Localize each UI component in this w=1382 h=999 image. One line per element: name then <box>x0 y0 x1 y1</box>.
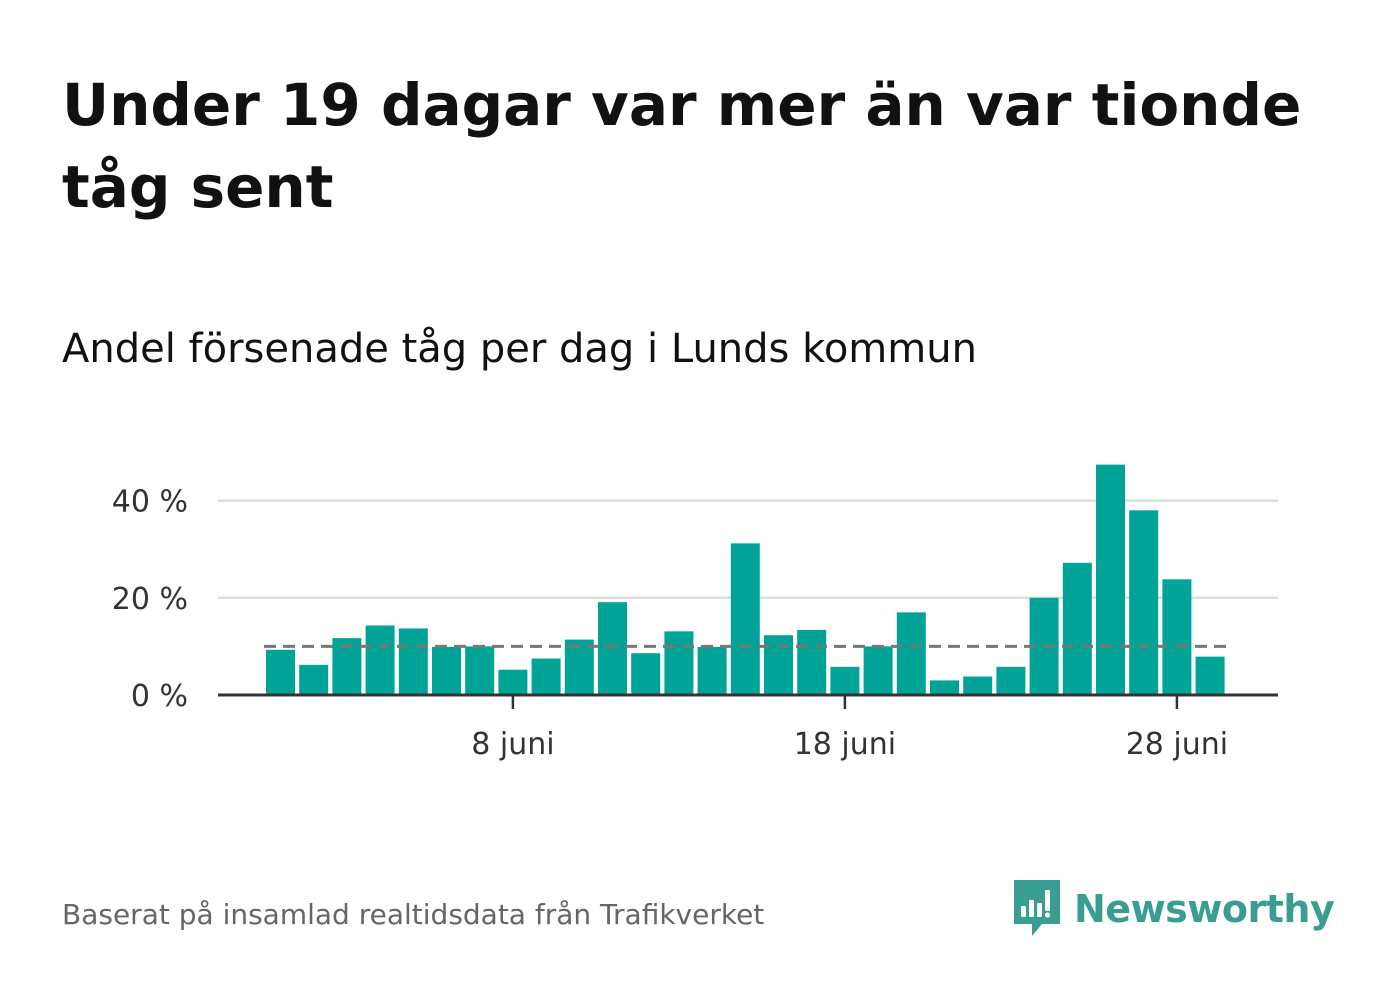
axes: 0 % 20 % 40 % 8 juni 18 juni 28 juni <box>112 485 1278 762</box>
x-tick-label: 18 juni <box>794 727 896 762</box>
bar <box>764 635 793 695</box>
bar <box>299 664 329 695</box>
bar <box>498 669 528 695</box>
bar <box>830 666 860 695</box>
bar <box>1062 562 1092 695</box>
source-note: Baserat på insamlad realtidsdata från Tr… <box>62 898 765 931</box>
bar <box>963 676 993 695</box>
bar <box>896 612 926 695</box>
bar <box>1195 656 1225 695</box>
bar <box>1129 510 1159 695</box>
bar <box>564 639 594 695</box>
bar <box>930 680 959 695</box>
y-tick-label: 40 % <box>112 485 188 520</box>
bar <box>598 602 627 695</box>
bar <box>664 631 694 695</box>
bar <box>1162 579 1192 695</box>
bar <box>996 666 1026 695</box>
chart-subtitle: Andel försenade tåg per dag i Lunds komm… <box>62 326 977 372</box>
bar <box>465 646 495 695</box>
x-tick-label: 8 juni <box>471 727 554 762</box>
bar <box>697 646 727 695</box>
brand-name: Newsworthy <box>1074 887 1335 931</box>
bar <box>432 646 461 695</box>
y-tick-label: 0 % <box>131 679 188 714</box>
bar <box>365 625 395 695</box>
bar <box>631 653 661 695</box>
bar <box>797 629 827 695</box>
bar <box>398 628 428 695</box>
newsworthy-logo-icon <box>1014 880 1060 936</box>
bar <box>531 658 561 695</box>
bar <box>1096 464 1125 695</box>
chart-title: Under 19 dagar var mer än var tionde tåg… <box>62 71 1302 221</box>
bar <box>730 543 760 695</box>
bar <box>266 649 295 695</box>
y-tick-label: 20 % <box>112 582 188 617</box>
newsworthy-logo: Newsworthy <box>1012 878 1335 940</box>
x-tick-label: 28 juni <box>1126 727 1228 762</box>
bars <box>266 464 1225 695</box>
bar <box>863 646 893 695</box>
